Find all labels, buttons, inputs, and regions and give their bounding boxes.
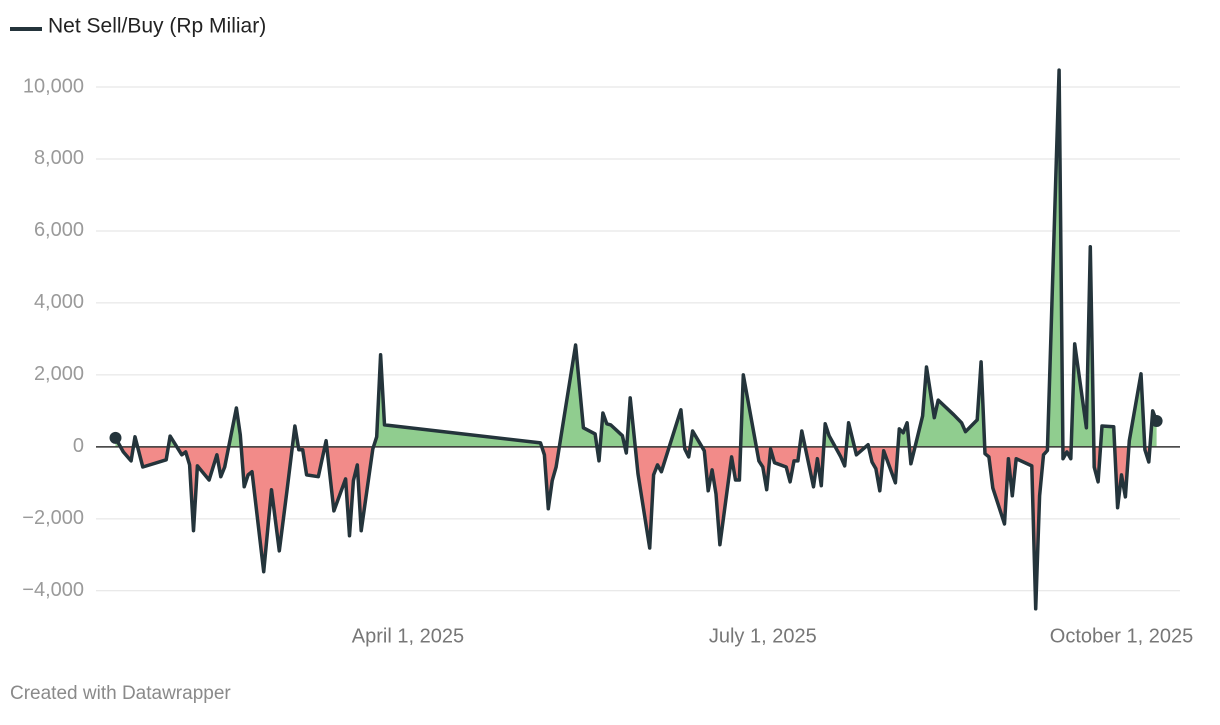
- x-tick-label: July 1, 2025: [709, 625, 817, 647]
- series-line: [113, 68, 1159, 611]
- end-dot: [109, 431, 122, 444]
- area-positive: [115, 70, 1157, 447]
- legend-label: Net Sell/Buy (Rp Miliar): [48, 15, 266, 38]
- y-tick-label: −2,000: [22, 507, 84, 529]
- y-tick-label: 8,000: [34, 147, 84, 169]
- y-tick-label: 2,000: [34, 363, 84, 385]
- y-tick-label: 6,000: [34, 219, 84, 241]
- y-tick-label: 0: [73, 435, 84, 457]
- x-tick-label: April 1, 2025: [352, 625, 464, 647]
- y-tick-label: 10,000: [23, 75, 84, 97]
- end-dot: [1150, 414, 1163, 427]
- x-tick-label: October 1, 2025: [1050, 625, 1193, 647]
- y-tick-label: 4,000: [34, 291, 84, 313]
- credit: Created with Datawrapper: [10, 683, 231, 704]
- y-tick-label: −4,000: [22, 579, 84, 601]
- area-negative: [120, 446, 1150, 609]
